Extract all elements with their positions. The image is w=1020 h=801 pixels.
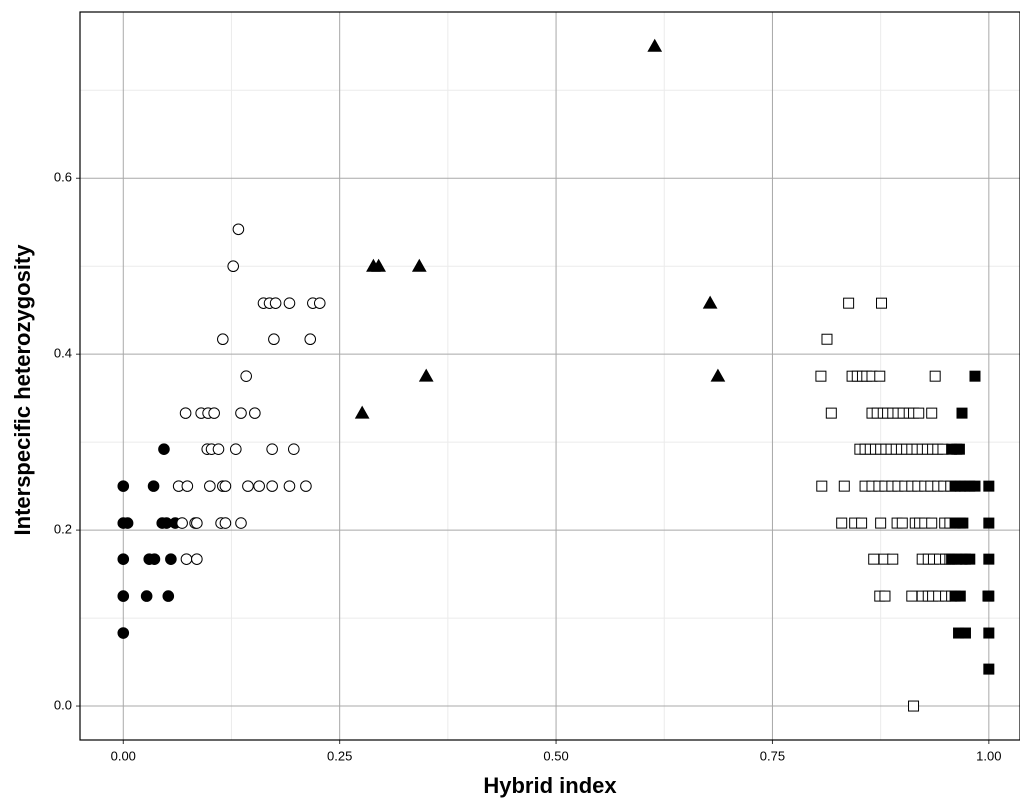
y-tick-label: 0.2	[54, 522, 72, 537]
point	[926, 407, 938, 419]
point	[983, 663, 995, 675]
point	[411, 258, 427, 272]
point	[121, 517, 134, 529]
point	[354, 405, 370, 419]
point	[964, 553, 976, 565]
y-axis-title: Interspecific heterozygosity	[10, 244, 35, 536]
point	[875, 517, 887, 529]
point	[253, 480, 265, 492]
point	[117, 553, 130, 565]
point	[868, 553, 880, 565]
point	[249, 407, 261, 419]
y-tick-label: 0.0	[54, 697, 72, 712]
point	[954, 590, 966, 602]
point	[165, 553, 177, 565]
x-tick-label: 0.50	[543, 748, 568, 763]
point	[371, 258, 386, 272]
point	[957, 517, 969, 529]
point	[180, 553, 193, 565]
point	[821, 333, 833, 345]
point	[158, 443, 170, 455]
x-tick-label: 1.00	[976, 748, 1001, 763]
point	[879, 590, 891, 602]
point	[969, 480, 981, 492]
point	[208, 407, 220, 419]
point	[926, 517, 938, 529]
point	[983, 553, 995, 565]
x-tick-label: 0.75	[760, 748, 785, 763]
point	[710, 368, 726, 382]
point	[959, 627, 971, 639]
point	[191, 553, 203, 565]
point	[983, 627, 995, 639]
point	[240, 370, 252, 382]
point	[956, 407, 968, 419]
point	[300, 480, 312, 492]
point	[268, 333, 280, 346]
point	[647, 38, 663, 52]
point	[908, 700, 920, 712]
point	[283, 480, 296, 492]
point	[162, 590, 175, 602]
point	[147, 480, 160, 492]
point	[117, 590, 130, 602]
point	[304, 333, 317, 346]
point	[896, 517, 908, 529]
point	[230, 443, 242, 455]
point	[117, 480, 130, 492]
point	[983, 590, 995, 602]
point	[856, 517, 868, 529]
point	[983, 480, 995, 492]
plot-border	[79, 11, 1020, 741]
point	[287, 443, 300, 455]
y-tick-label: 0.6	[54, 170, 72, 185]
point	[217, 333, 229, 346]
point	[117, 627, 130, 639]
point	[843, 297, 855, 309]
point	[953, 443, 965, 455]
point	[913, 407, 925, 419]
point	[269, 297, 282, 309]
point	[702, 295, 718, 309]
point	[313, 297, 326, 309]
point	[219, 517, 232, 529]
point	[815, 370, 827, 382]
point	[235, 407, 247, 419]
point	[266, 480, 278, 492]
x-tick-label: 0.00	[111, 748, 136, 763]
point	[283, 297, 296, 309]
point	[838, 480, 850, 492]
point	[179, 407, 192, 419]
point	[929, 370, 941, 382]
x-axis-title: Hybrid index	[483, 773, 617, 798]
point	[969, 370, 981, 382]
y-tick-label: 0.4	[54, 346, 72, 361]
point	[874, 370, 886, 382]
point	[140, 590, 153, 602]
point	[266, 443, 278, 455]
point	[212, 443, 225, 455]
point	[176, 517, 188, 529]
point	[204, 480, 216, 492]
point	[219, 480, 232, 492]
point	[906, 590, 918, 602]
point	[191, 517, 203, 529]
point	[418, 368, 434, 382]
point	[825, 407, 837, 419]
point	[148, 553, 161, 565]
point	[876, 297, 888, 309]
point	[232, 223, 245, 236]
point	[235, 517, 247, 529]
point	[816, 480, 828, 492]
point	[242, 480, 254, 492]
point	[181, 480, 194, 492]
point	[887, 553, 899, 565]
point	[836, 517, 848, 529]
point	[227, 260, 240, 273]
point	[983, 517, 995, 529]
x-tick-label: 0.25	[327, 748, 352, 763]
